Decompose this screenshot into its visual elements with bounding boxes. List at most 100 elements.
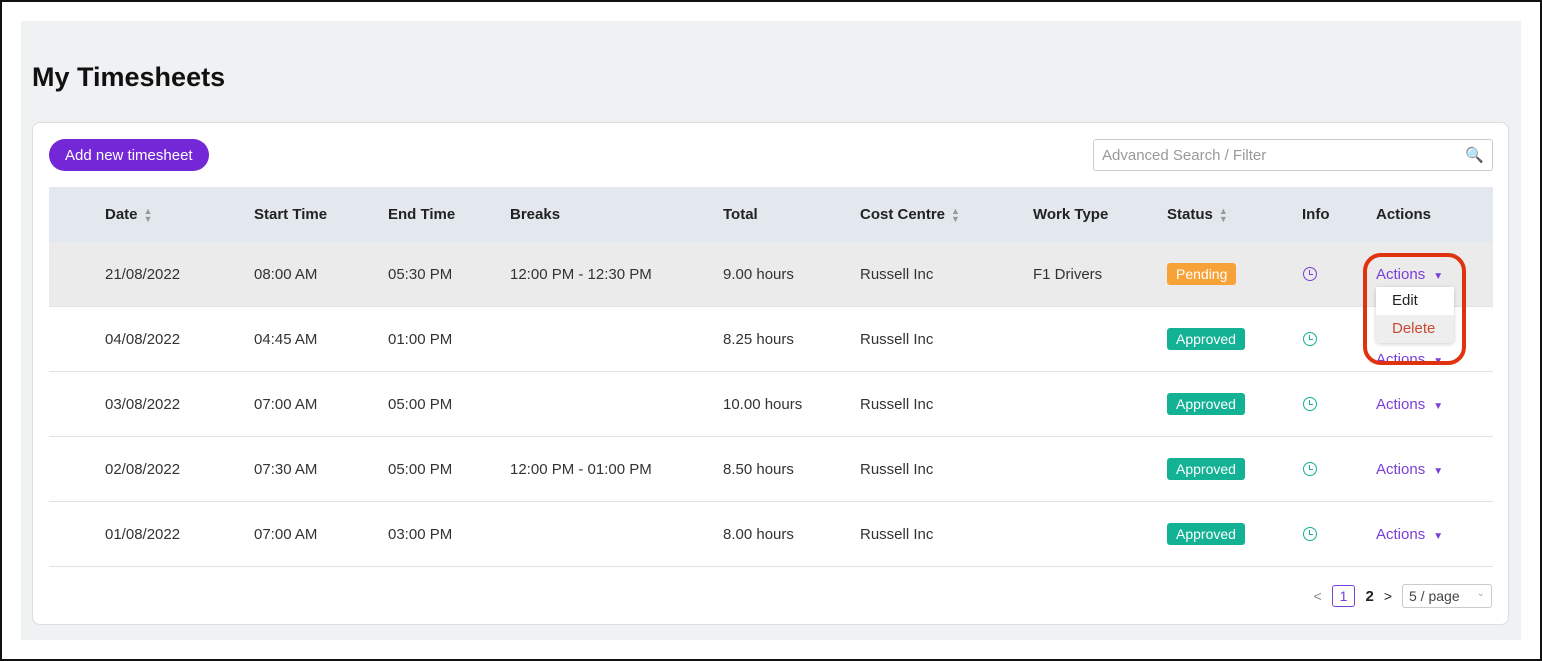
- cell-cost: Russell Inc: [860, 460, 934, 478]
- column-label: Date: [105, 205, 138, 223]
- prev-page[interactable]: <: [1313, 588, 1322, 604]
- sort-icon[interactable]: ▲ ▼: [1218, 206, 1228, 225]
- actions-dropdown[interactable]: Actions ▼: [1376, 266, 1443, 283]
- column-header: Work Type: [1033, 206, 1108, 223]
- column-label: Cost Centre: [860, 205, 946, 223]
- cell-total: 8.50 hours: [723, 460, 794, 478]
- column-header: End Time: [388, 206, 455, 223]
- actions-label: Actions: [1376, 395, 1426, 413]
- actions-dropdown[interactable]: Actions ▼: [1376, 396, 1443, 413]
- actions-label: Actions: [1376, 265, 1426, 283]
- cell-start: 07:00 AM: [254, 525, 318, 543]
- cell-cost: Russell Inc: [860, 395, 934, 413]
- menu-item-delete[interactable]: Delete: [1392, 320, 1436, 337]
- add-timesheet-button[interactable]: Add new timesheet: [49, 139, 209, 171]
- page-1[interactable]: 1: [1331, 585, 1356, 607]
- cell-end: 01:00 PM: [388, 330, 453, 348]
- chevron-down-icon: ⌄: [1476, 588, 1485, 599]
- sort-icon[interactable]: ▲ ▼: [951, 206, 960, 225]
- page: My Timesheets Add new timesheet Advanced…: [21, 21, 1521, 640]
- clock-icon[interactable]: [1303, 527, 1317, 541]
- cell-cost: Russell Inc: [860, 330, 934, 348]
- cell-cost: Russell Inc: [860, 525, 934, 543]
- cell-cost: Russell Inc: [860, 265, 934, 283]
- status-badge: Approved: [1167, 393, 1245, 415]
- page-title: My Timesheets: [32, 62, 226, 92]
- column-label: End Time: [388, 206, 456, 223]
- search-placeholder: Advanced Search / Filter: [1102, 146, 1267, 164]
- page-size-value: 5 / page: [1409, 588, 1460, 604]
- cell-date: 01/08/2022: [105, 525, 181, 543]
- clock-icon[interactable]: [1303, 332, 1317, 346]
- search-input[interactable]: Advanced Search / Filter 🔍: [1093, 139, 1493, 171]
- status-badge: Approved: [1167, 523, 1245, 545]
- cell-total: 8.00 hours: [723, 525, 794, 543]
- search-icon[interactable]: 🔍: [1465, 147, 1484, 164]
- status-badge: Approved: [1167, 458, 1245, 480]
- cell-breaks: 12:00 PM - 01:00 PM: [510, 460, 652, 478]
- highlight-ring: [1363, 253, 1466, 365]
- column-header: Info: [1302, 206, 1330, 223]
- cell-date: 02/08/2022: [105, 460, 181, 478]
- column-header: Total: [723, 206, 758, 223]
- sort-icon[interactable]: ▲ ▼: [143, 206, 153, 225]
- clock-icon[interactable]: [1303, 462, 1317, 476]
- table-row: 21/08/2022 08:00 AM 05:30 PM 12:00 PM - 12:…: [49, 242, 1493, 307]
- actions-menu: Edit Delete: [1376, 287, 1454, 343]
- table-row: 02/08/2022 07:30 AM 05:00 PM 12:00 PM - 01:…: [49, 437, 1493, 502]
- page-2[interactable]: 2: [1365, 587, 1374, 605]
- cell-date: 03/08/2022: [105, 395, 181, 413]
- column-label: Start Time: [254, 206, 328, 223]
- status-badge: Approved: [1167, 328, 1245, 350]
- caret-down-icon: ▼: [1433, 270, 1444, 282]
- clock-icon[interactable]: [1303, 397, 1317, 411]
- timesheets-card: Add new timesheet Advanced Search / Filt…: [32, 122, 1509, 625]
- cell-date: 21/08/2022: [105, 265, 181, 283]
- table-header: Date ▲ ▼ Start Time End Time Breaks Total Cost …: [49, 187, 1493, 242]
- cell-end: 05:00 PM: [388, 460, 453, 478]
- cell-work: F1 Drivers: [1033, 265, 1103, 283]
- page-size-select[interactable]: 5 / page ⌄: [1402, 584, 1492, 608]
- column-header[interactable]: Date ▲ ▼: [105, 205, 153, 225]
- column-label: Breaks: [510, 206, 561, 223]
- column-header: Actions: [1376, 206, 1431, 223]
- column-label: Status: [1167, 205, 1213, 223]
- caret-down-icon: ▼: [1433, 400, 1444, 412]
- actions-label: Actions: [1376, 460, 1426, 478]
- next-page[interactable]: >: [1383, 588, 1392, 604]
- column-header: Breaks: [510, 206, 560, 223]
- pagination: < 1 2 > 5 / page ⌄: [1313, 584, 1492, 608]
- table-row: 01/08/2022 07:00 AM 03:00 PM 8.00 hours Russ…: [49, 502, 1493, 567]
- caret-down-icon: ▼: [1433, 530, 1444, 542]
- status-badge: Pending: [1167, 263, 1237, 285]
- cell-end: 05:30 PM: [388, 265, 453, 283]
- column-header[interactable]: Cost Centre ▲ ▼: [860, 205, 960, 225]
- timesheet-table: Date ▲ ▼ Start Time End Time Breaks Total Cost …: [49, 187, 1493, 567]
- actions-dropdown[interactable]: Actions ▼: [1376, 526, 1443, 543]
- actions-label: Actions: [1376, 525, 1426, 543]
- clock-icon[interactable]: [1303, 267, 1317, 281]
- cell-total: 10.00 hours: [723, 395, 803, 413]
- menu-item-edit[interactable]: Edit: [1376, 287, 1454, 315]
- cell-total: 9.00 hours: [723, 265, 794, 283]
- cell-end: 03:00 PM: [388, 525, 453, 543]
- cell-start: 07:30 AM: [254, 460, 318, 478]
- caret-down-icon: ▼: [1433, 465, 1444, 477]
- actions-dropdown[interactable]: Actions ▼: [1376, 461, 1443, 478]
- cell-start: 04:45 AM: [254, 330, 318, 348]
- cell-breaks: 12:00 PM - 12:30 PM: [510, 265, 652, 283]
- column-label: Info: [1302, 206, 1330, 223]
- column-header[interactable]: Status ▲ ▼: [1167, 205, 1228, 225]
- column-label: Actions: [1376, 206, 1432, 223]
- column-label: Work Type: [1033, 206, 1109, 223]
- cell-end: 05:00 PM: [388, 395, 453, 413]
- column-label: Total: [723, 206, 758, 223]
- cell-start: 08:00 AM: [254, 265, 318, 283]
- table-row: 04/08/2022 04:45 AM 01:00 PM 8.25 hours Russ…: [49, 307, 1493, 372]
- cell-start: 07:00 AM: [254, 395, 318, 413]
- column-header: Start Time: [254, 206, 327, 223]
- cell-total: 8.25 hours: [723, 330, 794, 348]
- cell-date: 04/08/2022: [105, 330, 181, 348]
- table-row: 03/08/2022 07:00 AM 05:00 PM 10.00 hours Rus…: [49, 372, 1493, 437]
